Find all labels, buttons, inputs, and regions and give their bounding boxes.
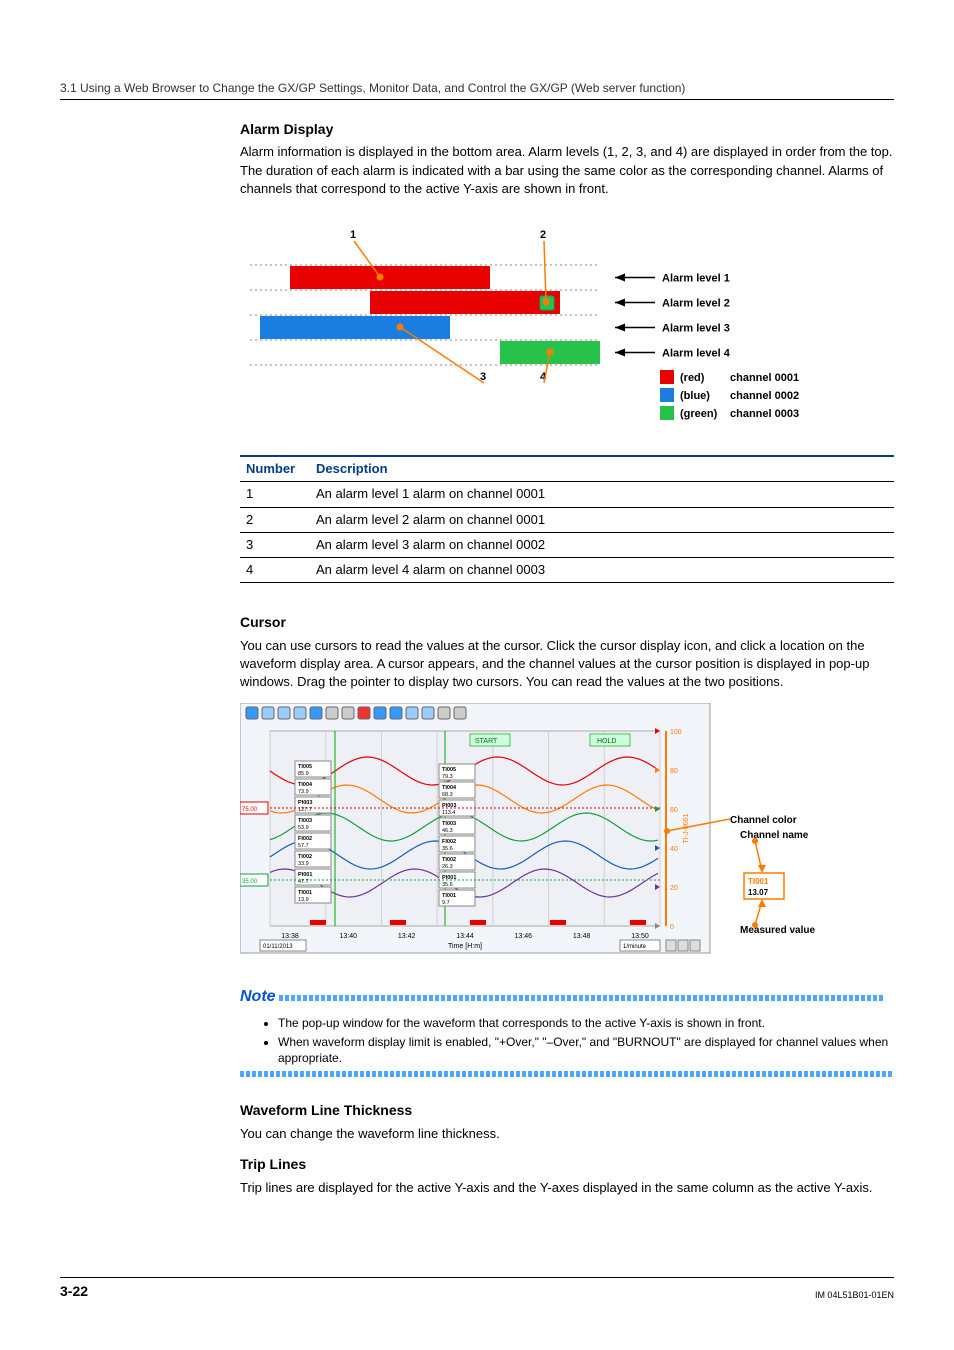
svg-text:0: 0	[670, 924, 674, 931]
svg-text:13:38: 13:38	[281, 933, 299, 940]
cursor-heading: Cursor	[240, 613, 894, 633]
svg-text:73.9: 73.9	[298, 789, 309, 795]
svg-text:79.3: 79.3	[442, 774, 453, 780]
svg-text:9.7: 9.7	[442, 900, 450, 906]
svg-text:PI003: PI003	[298, 800, 312, 806]
svg-text:26.3: 26.3	[442, 864, 453, 870]
svg-text:channel 0002: channel 0002	[730, 390, 799, 402]
alarm-diagram: Alarm level 1 Alarm level 2 Alarm level 3 A…	[240, 220, 880, 430]
svg-text:TI005: TI005	[442, 767, 456, 773]
svg-text:Channel name: Channel name	[740, 830, 809, 841]
alarm-table: Number Description 1An alarm level 1 ala…	[240, 455, 894, 583]
svg-text:68.3: 68.3	[442, 792, 453, 798]
svg-text:60: 60	[670, 807, 678, 814]
svg-text:85.9: 85.9	[298, 771, 309, 777]
table-row: 1An alarm level 1 alarm on channel 0001	[240, 482, 894, 507]
svg-text:01/11/2013: 01/11/2013	[263, 944, 293, 950]
svg-text:TI004: TI004	[442, 785, 457, 791]
svg-text:TI005: TI005	[298, 764, 312, 770]
svg-text:40: 40	[670, 846, 678, 853]
svg-text:TI002: TI002	[442, 857, 456, 863]
note-box: Note The pop-up window for the waveform …	[240, 986, 894, 1077]
svg-text:13.07: 13.07	[748, 888, 769, 897]
svg-text:46.3: 46.3	[442, 828, 453, 834]
svg-text:TI002: TI002	[298, 854, 312, 860]
svg-text:Measured value: Measured value	[740, 925, 815, 936]
breadcrumb: 3.1 Using a Web Browser to Change the GX…	[60, 80, 894, 100]
alarm-display-heading: Alarm Display	[240, 120, 894, 140]
wlt-body: You can change the waveform line thickne…	[240, 1125, 894, 1143]
svg-text:FI002: FI002	[442, 839, 456, 845]
svg-text:57.7: 57.7	[298, 843, 309, 849]
table-row: 2An alarm level 2 alarm on channel 0001	[240, 507, 894, 532]
svg-text:75.00: 75.00	[242, 807, 258, 813]
table-cell-desc: An alarm level 4 alarm on channel 0003	[310, 557, 894, 582]
table-cell-num: 2	[240, 507, 310, 532]
svg-text:(blue): (blue)	[680, 390, 710, 402]
svg-text:13:40: 13:40	[340, 933, 358, 940]
svg-text:TI004: TI004	[298, 782, 313, 788]
table-row: 3An alarm level 3 alarm on channel 0002	[240, 532, 894, 557]
cursor-screenshot: STARTHOLDTI00585.9TI00473.9PI003127.7TI0…	[240, 703, 894, 978]
trip-lines-body: Trip lines are displayed for the active …	[240, 1179, 894, 1197]
svg-text:13:46: 13:46	[515, 933, 533, 940]
table-cell-desc: An alarm level 2 alarm on channel 0001	[310, 507, 894, 532]
svg-text:33.9: 33.9	[298, 861, 309, 867]
svg-text:TI001: TI001	[442, 893, 456, 899]
svg-text:Alarm level 3: Alarm level 3	[662, 322, 730, 334]
table-header-description: Description	[310, 456, 894, 482]
svg-text:1: 1	[350, 229, 356, 241]
svg-text:35.6: 35.6	[442, 846, 453, 852]
wlt-heading: Waveform Line Thickness	[240, 1101, 894, 1121]
table-cell-num: 4	[240, 557, 310, 582]
svg-text:20: 20	[670, 885, 678, 892]
footer: 3-22 IM 04L51B01-01EN	[60, 1277, 894, 1302]
svg-text:1/minute: 1/minute	[623, 944, 647, 950]
svg-text:127.7: 127.7	[298, 807, 312, 813]
svg-text:53.9: 53.9	[298, 825, 309, 831]
svg-text:START: START	[475, 738, 498, 745]
svg-text:100: 100	[670, 729, 682, 736]
trip-lines-heading: Trip Lines	[240, 1155, 894, 1175]
table-cell-num: 3	[240, 532, 310, 557]
svg-text:PI001: PI001	[298, 872, 312, 878]
note-item: The pop-up window for the waveform that …	[278, 1015, 894, 1032]
table-row: 4An alarm level 4 alarm on channel 0003	[240, 557, 894, 582]
svg-text:channel 0003: channel 0003	[730, 408, 799, 420]
svg-text:13:44: 13:44	[456, 933, 474, 940]
svg-text:TI001: TI001	[748, 877, 769, 886]
svg-text:TI001: TI001	[298, 890, 312, 896]
table-cell-desc: An alarm level 1 alarm on channel 0001	[310, 482, 894, 507]
svg-text:Alarm level 4: Alarm level 4	[662, 347, 731, 359]
doc-id: IM 04L51B01-01EN	[815, 1289, 894, 1302]
svg-text:13.9: 13.9	[298, 897, 309, 903]
svg-text:35.00: 35.00	[242, 879, 258, 885]
svg-text:2: 2	[540, 229, 546, 241]
svg-text:FI002: FI002	[298, 836, 312, 842]
alarm-display-body: Alarm information is displayed in the bo…	[240, 143, 894, 198]
table-cell-num: 1	[240, 482, 310, 507]
svg-text:HOLD: HOLD	[597, 738, 616, 745]
table-header-number: Number	[240, 456, 310, 482]
svg-text:35.6: 35.6	[442, 882, 453, 888]
cursor-body: You can use cursors to read the values a…	[240, 637, 894, 692]
svg-text:113.4: 113.4	[442, 810, 455, 816]
svg-text:(red): (red)	[680, 372, 705, 384]
svg-text:Channel color: Channel color	[730, 815, 797, 826]
page-number: 3-22	[60, 1282, 88, 1302]
svg-text:Time [H:m]: Time [H:m]	[448, 943, 482, 950]
svg-text:channel 0001: channel 0001	[730, 372, 799, 384]
svg-text:13:42: 13:42	[398, 933, 416, 940]
svg-text:80: 80	[670, 768, 678, 775]
svg-text:Alarm level 2: Alarm level 2	[662, 297, 730, 309]
svg-text:Alarm level 1: Alarm level 1	[662, 272, 730, 284]
svg-text:13:48: 13:48	[573, 933, 591, 940]
svg-text:TI003: TI003	[298, 818, 312, 824]
svg-text:(green): (green)	[680, 408, 718, 420]
note-title: Note	[240, 988, 276, 1005]
note-item: When waveform display limit is enabled, …	[278, 1034, 894, 1068]
svg-text:TI003: TI003	[442, 821, 456, 827]
svg-text:13:50: 13:50	[631, 933, 649, 940]
table-cell-desc: An alarm level 3 alarm on channel 0002	[310, 532, 894, 557]
